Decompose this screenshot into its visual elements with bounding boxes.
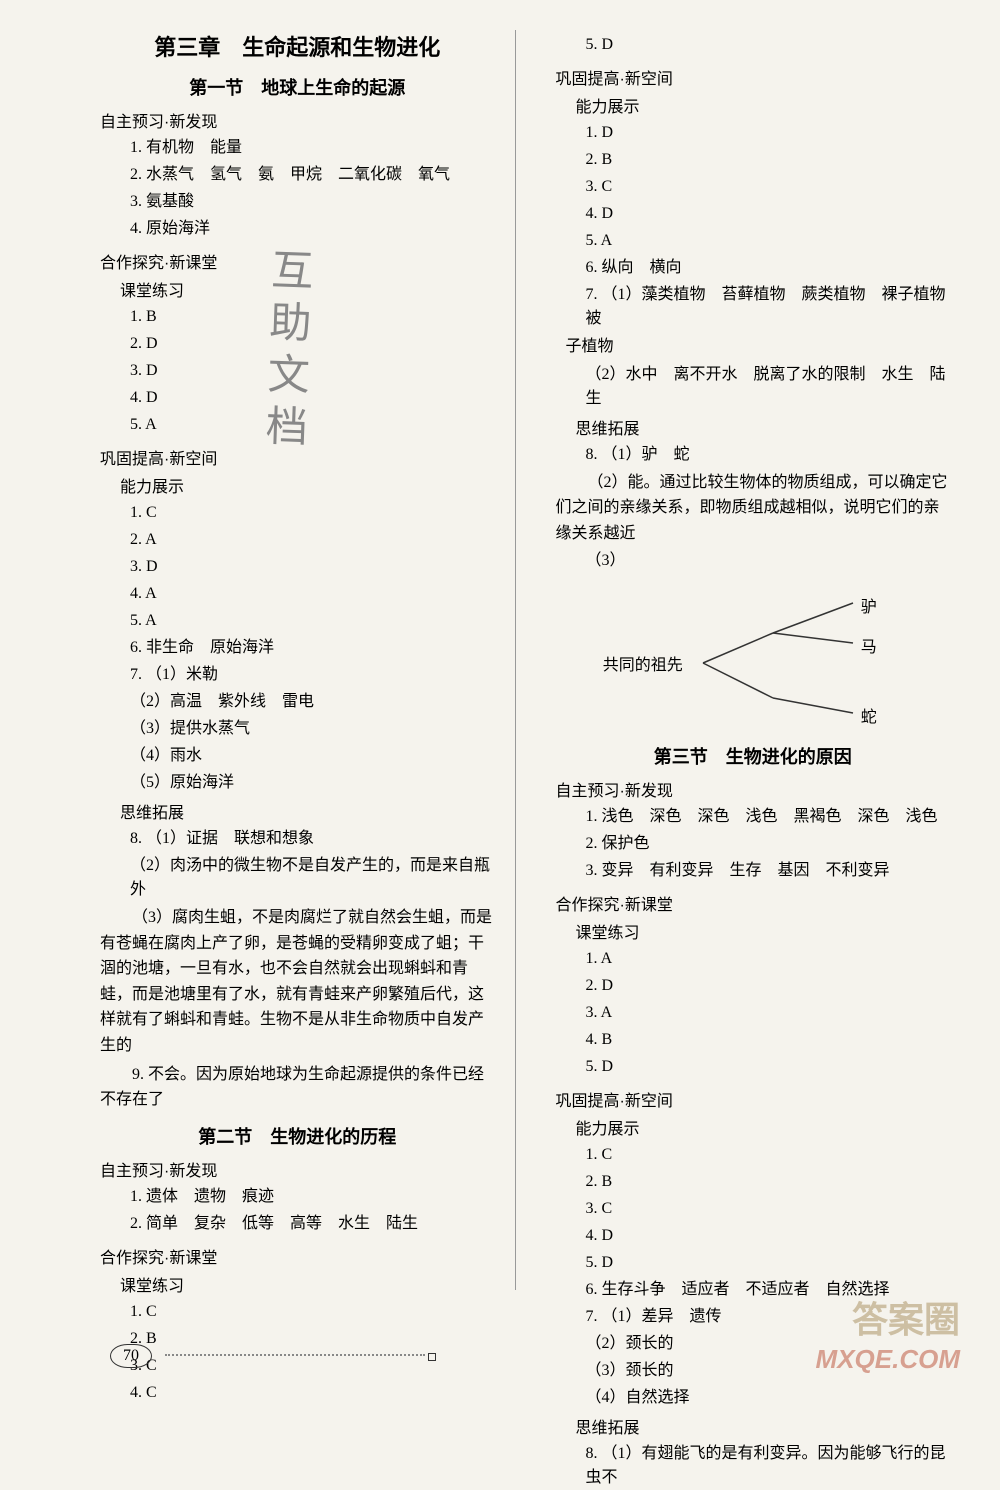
page-number: 70 (110, 1344, 152, 1368)
answer-item: 2. B (586, 148, 951, 172)
ability-show-r: 能力展示 (576, 93, 951, 117)
section-2-title: 第二节 生物进化的历程 (100, 1123, 495, 1149)
tree-leaf-3: 蛇 (861, 703, 877, 727)
preview-item: 1. 浅色 深色 深色 浅色 黑褐色 深色 浅色 (586, 805, 951, 829)
tree-leaf-2: 马 (861, 633, 877, 657)
answer-item: 1. A (586, 947, 951, 971)
answer-item: 8. （1）证据 联想和想象 (130, 827, 495, 851)
answer-paragraph: 9. 不会。因为原始地球为生命起源提供的条件已经不存在了 (100, 1062, 495, 1113)
answer-item: 1. D (586, 121, 951, 145)
answer-item: 8. （1）有翅能飞的是有利变异。因为能够飞行的昆虫不 (586, 1442, 951, 1490)
section-1-title: 第一节 地球上生命的起源 (100, 74, 495, 100)
answer-item: 2. B (586, 1170, 951, 1194)
right-column: 5. D 巩固提高·新空间 能力展示 1. D 2. B 3. C 4. D 5… (546, 30, 951, 1290)
answer-item: 5. A (586, 229, 951, 253)
answer-item: 2. A (130, 528, 495, 552)
thinking-expand-3: 思维拓展 (576, 1414, 951, 1438)
consolidation-header-r: 巩固提高·新空间 (556, 65, 951, 89)
answer-item: （2）水中 离不开水 脱离了水的限制 水生 陆生 (586, 363, 951, 411)
auto-preview-header-3: 自主预习·新发现 (556, 777, 951, 801)
answer-item: 6. 纵向 横向 (586, 256, 951, 280)
watermark-site: MXQE.COM (816, 1344, 960, 1375)
line-end-marker (428, 1353, 436, 1361)
consolidation-header-3: 巩固提高·新空间 (556, 1087, 951, 1111)
answer-item: 7. （1）藻类植物 苔藓植物 蕨类植物 裸子植物 被 (586, 283, 951, 331)
answer-item: （2）高温 紫外线 雷电 (130, 690, 495, 714)
answer-paragraph: （2）能。通过比较生物体的物质组成，可以确定它们之间的亲缘关系，即物质组成越相似… (556, 470, 951, 547)
answer-item: （3）提供水蒸气 (130, 717, 495, 741)
tree-leaf-1: 驴 (861, 593, 877, 617)
answer-item: 8. （1）驴 蛇 (586, 443, 951, 467)
answer-item: 1. C (586, 1143, 951, 1167)
phylogenetic-tree-diagram: 共同的祖先 驴 马 蛇 (603, 583, 903, 733)
answer-item: 3. D (130, 555, 495, 579)
watermark-answers: 答案圈 (852, 1291, 960, 1343)
answer-item: 2. B (130, 1327, 495, 1351)
answer-item: 1. C (130, 1300, 495, 1324)
auto-preview-header-2: 自主预习·新发现 (100, 1157, 495, 1181)
preview-item: 4. 原始海洋 (130, 217, 495, 241)
auto-preview-header: 自主预习·新发现 (100, 108, 495, 132)
answer-paragraph: （3）腐肉生蛆，不是肉腐烂了就自然会生蛆，而是有苍蝇在腐肉上产了卵，是苍蝇的受精… (100, 905, 495, 1059)
classroom-practice-3: 课堂练习 (576, 919, 951, 943)
ability-show: 能力展示 (120, 473, 495, 497)
answer-item: （5）原始海洋 (130, 771, 495, 795)
answer-item: （4）雨水 (130, 744, 495, 768)
answer-item: 3. A (586, 1001, 951, 1025)
answer-item: 2. D (586, 974, 951, 998)
preview-item: 2. 水蒸气 氢气 氨 甲烷 二氧化碳 氧气 (130, 163, 495, 187)
answer-item: 4. A (130, 582, 495, 606)
answer-item: 5. D (586, 1055, 951, 1079)
answer-item: （3） (586, 549, 951, 573)
coop-header-2: 合作探究·新课堂 (100, 1244, 495, 1268)
thinking-expand-r: 思维拓展 (576, 415, 951, 439)
page-container: 第三章 生命起源和生物进化 第一节 地球上生命的起源 自主预习·新发现 1. 有… (100, 30, 950, 1290)
answer-item: （4）自然选择 (586, 1386, 951, 1410)
preview-item: 2. 简单 复杂 低等 高等 水生 陆生 (130, 1212, 495, 1236)
ability-show-3: 能力展示 (576, 1115, 951, 1139)
answer-item: 5. D (586, 33, 951, 57)
answer-item: 3. C (586, 1197, 951, 1221)
classroom-practice-2: 课堂练习 (120, 1272, 495, 1296)
preview-item: 2. 保护色 (586, 832, 951, 856)
answer-item: 3. C (586, 175, 951, 199)
answer-item: 5. A (130, 609, 495, 633)
answer-item: 6. 非生命 原始海洋 (130, 636, 495, 660)
thinking-expand: 思维拓展 (120, 799, 495, 823)
preview-item: 1. 遗体 遗物 痕迹 (130, 1185, 495, 1209)
coop-header-3: 合作探究·新课堂 (556, 891, 951, 915)
answer-item: 4. D (586, 1224, 951, 1248)
answer-item: 1. C (130, 501, 495, 525)
chapter-title: 第三章 生命起源和生物进化 (100, 30, 495, 62)
answer-item: 4. B (586, 1028, 951, 1052)
preview-item: 1. 有机物 能量 (130, 136, 495, 160)
preview-item: 3. 氨基酸 (130, 190, 495, 214)
preview-item: 3. 变异 有利变异 生存 基因 不利变异 (586, 859, 951, 883)
tree-root-label: 共同的祖先 (603, 651, 683, 675)
left-column: 第三章 生命起源和生物进化 第一节 地球上生命的起源 自主预习·新发现 1. 有… (100, 30, 516, 1290)
answer-item: 7. （1）米勒 (130, 663, 495, 687)
answer-item: （2）肉汤中的微生物不是自发产生的，而是来自瓶外 (130, 854, 495, 902)
section-3-title: 第三节 生物进化的原因 (556, 743, 951, 769)
answer-cont: 子植物 (566, 334, 951, 360)
answer-item: 4. D (586, 202, 951, 226)
answer-item: 5. D (586, 1251, 951, 1275)
dotted-line (165, 1354, 425, 1356)
answer-item: 3. C (130, 1354, 495, 1378)
handwriting-overlay: 互助文档 (251, 247, 319, 457)
